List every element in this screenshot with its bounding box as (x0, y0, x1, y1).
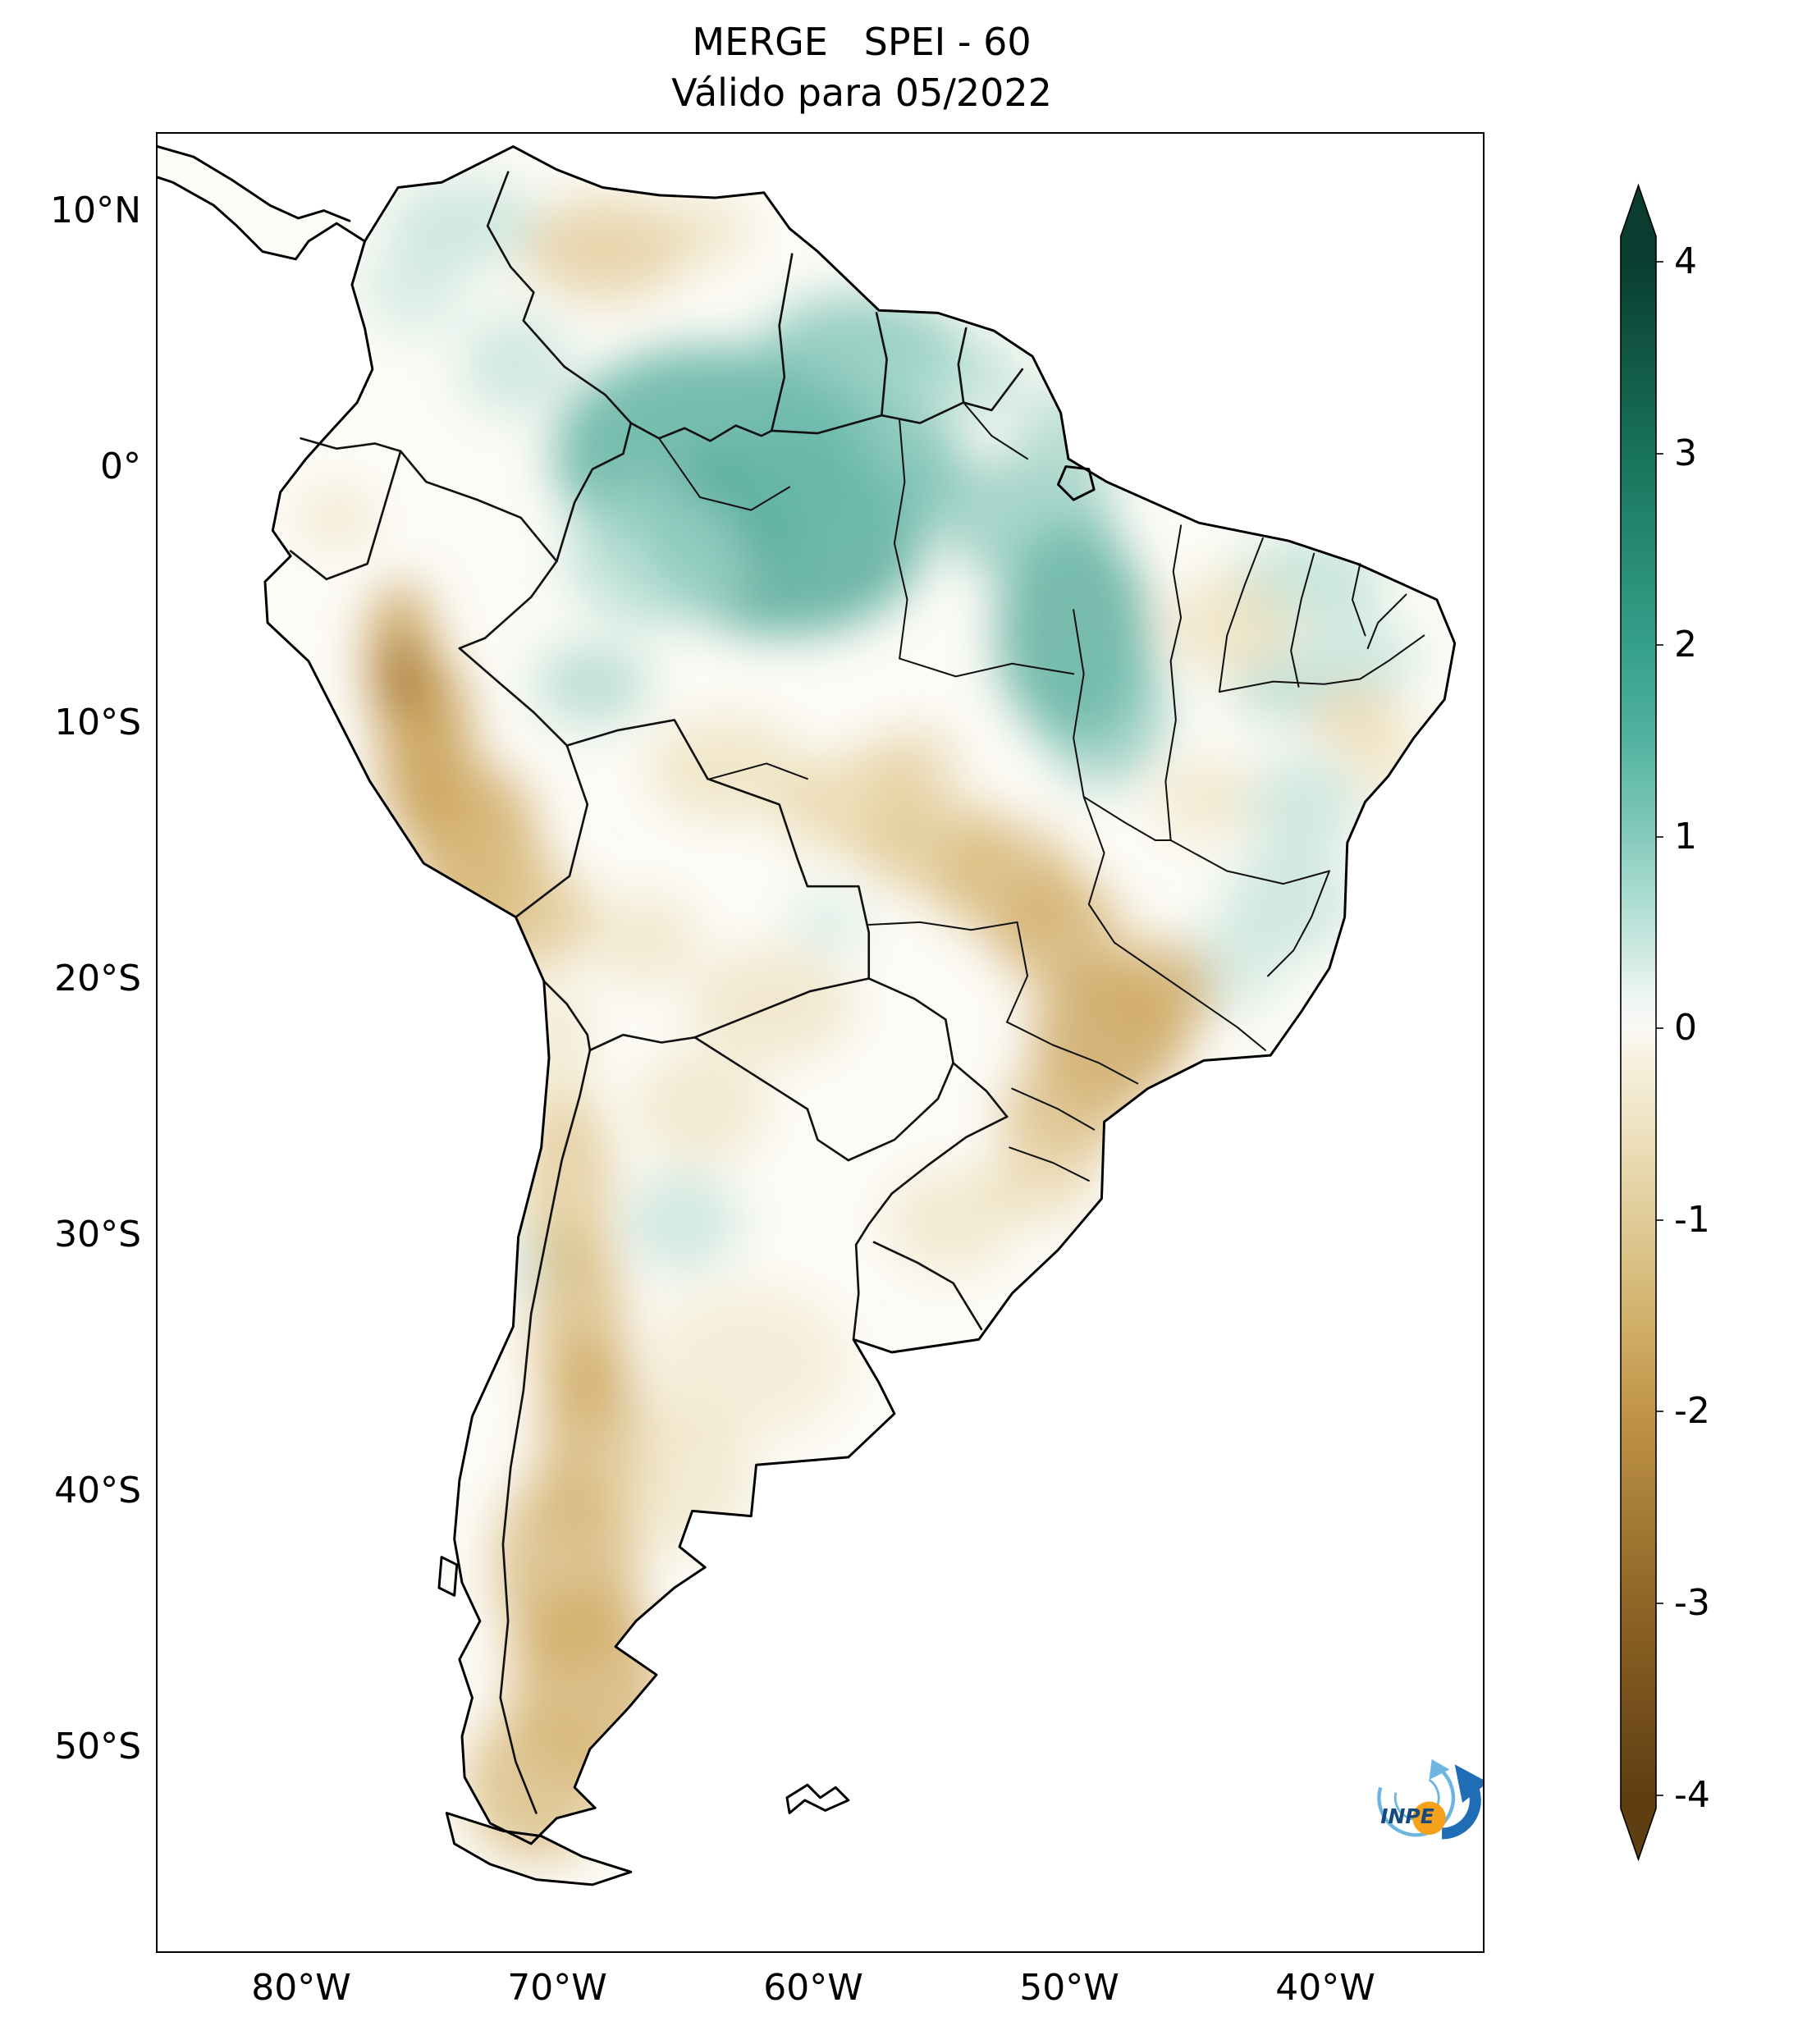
y-axis-tick-label: 50°S (54, 1726, 141, 1767)
y-axis-tick-label: 10°S (54, 702, 141, 743)
state-borders (658, 401, 1425, 1182)
y-axis-tick-label: 0° (100, 446, 141, 487)
y-axis-tick-label: 10°N (50, 190, 141, 231)
map-canvas: INPE (158, 145, 1483, 1886)
colorbar-tick-label: 4 (1674, 240, 1697, 282)
colorbar-tick-label: 1 (1674, 816, 1697, 857)
figure-title: MERGE SPEI - 60 (692, 20, 1032, 64)
x-axis-tick-label: 60°W (763, 1967, 863, 2009)
country-borders (289, 171, 1024, 1814)
colorbar-tick-label: -3 (1674, 1582, 1710, 1624)
x-axis-tick-label: 80°W (251, 1967, 351, 2009)
inpe-logo: INPE (1377, 1759, 1483, 1840)
colorbar (1620, 183, 1663, 1862)
colorbar-bar (1620, 183, 1657, 1862)
globe-dot (1412, 1801, 1446, 1836)
coastline (158, 145, 1457, 1886)
map-frame: INPE (156, 132, 1485, 1953)
colorbar-tick-label: 2 (1674, 624, 1697, 665)
falkland-islands (785, 1783, 850, 1815)
x-axis-tick-label: 50°W (1019, 1967, 1119, 2009)
y-axis-tick-label: 40°S (54, 1470, 141, 1511)
x-axis-tick-label: 70°W (507, 1967, 607, 2009)
colorbar-tick-label: 0 (1674, 1007, 1697, 1049)
colorbar-ticks (1656, 261, 1663, 1796)
colorbar-tick-label: -1 (1674, 1199, 1710, 1241)
x-axis-tick-label: 40°W (1275, 1967, 1375, 2009)
y-axis-tick-label: 30°S (54, 1214, 141, 1255)
colorbar-tick-label: 3 (1674, 432, 1697, 474)
colorbar-tick-label: -2 (1674, 1390, 1710, 1432)
colorbar-tick-label: -4 (1674, 1774, 1710, 1816)
figure-subtitle: Válido para 05/2022 (671, 71, 1052, 115)
y-axis-tick-label: 20°S (54, 958, 141, 999)
inpe-logo-text: INPE (1380, 1804, 1434, 1828)
